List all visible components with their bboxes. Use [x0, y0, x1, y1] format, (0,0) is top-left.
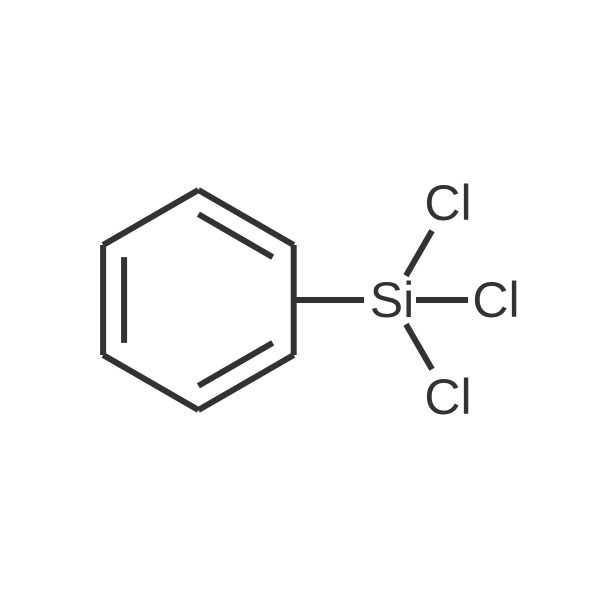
- bond: [406, 324, 432, 369]
- atom-label-Si: Si: [370, 272, 414, 328]
- atom-label-Cl_right: Cl: [472, 272, 519, 328]
- bond: [103, 355, 198, 410]
- bond: [198, 190, 293, 245]
- molecule-canvas: SiClClCl: [0, 0, 600, 600]
- bond: [103, 190, 198, 245]
- bond: [406, 231, 432, 276]
- atom-label-Cl_top: Cl: [424, 175, 471, 231]
- bond: [198, 355, 293, 410]
- bond: [198, 214, 272, 257]
- bond: [198, 343, 272, 386]
- atom-label-Cl_bot: Cl: [424, 369, 471, 425]
